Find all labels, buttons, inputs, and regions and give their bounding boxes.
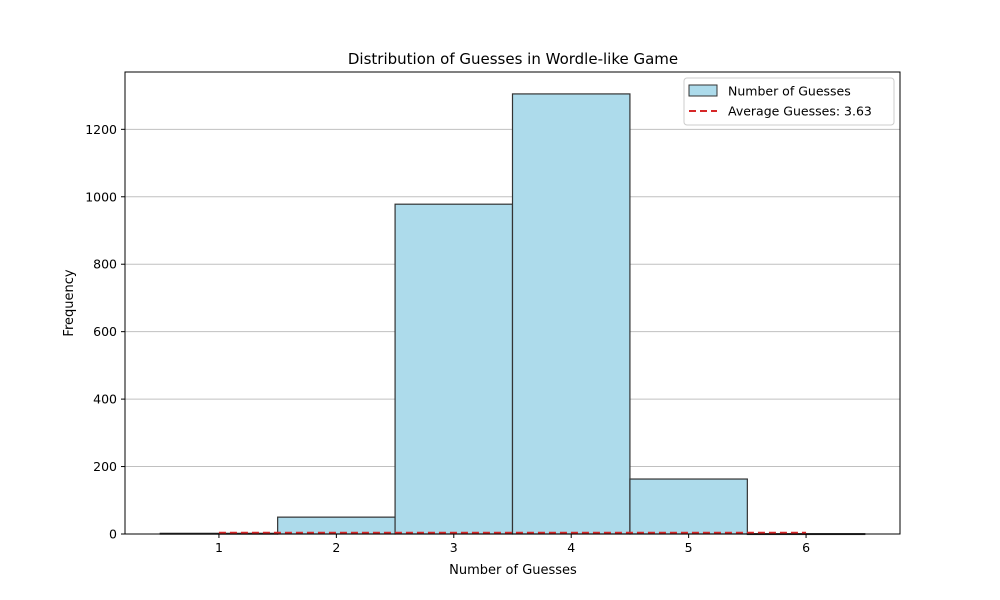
y-axis-ticks: 0 200 400 600 800 1000 1200 [85,122,125,542]
histogram-bar [277,516,396,535]
legend-bar-swatch [688,84,718,97]
x-tick-label: 1 [215,540,223,555]
y-tick-label: 1200 [85,122,117,137]
legend-box [683,77,895,126]
x-axis-ticks: 1 2 3 4 5 6 [215,534,810,555]
y-tick-label: 1000 [85,189,117,204]
x-tick-label: 5 [685,540,693,555]
y-tick-label: 600 [93,324,117,339]
chart-title: Distribution of Guesses in Wordle-like G… [348,50,678,68]
x-tick-label: 6 [802,540,810,555]
histogram-bar [511,93,631,535]
plot-frame [124,71,901,535]
y-tick-label: 200 [93,459,117,474]
legend: Number of Guesses Average Guesses: 3.63 [683,77,895,126]
bars [159,93,866,536]
legend-label: Average Guesses: 3.63 [728,104,872,119]
histogram-bar [394,203,514,535]
x-tick-label: 4 [567,540,575,555]
y-axis-label: Frequency [62,269,77,336]
x-tick-label: 2 [332,540,340,555]
x-axis-label: Number of Guesses [449,563,577,578]
x-tick-label: 3 [450,540,458,555]
y-tick-label: 400 [93,392,117,407]
y-tick-label: 0 [109,527,117,542]
legend-label: Number of Guesses [728,84,851,99]
histogram-bar [629,478,748,535]
y-tick-label: 800 [93,257,117,272]
